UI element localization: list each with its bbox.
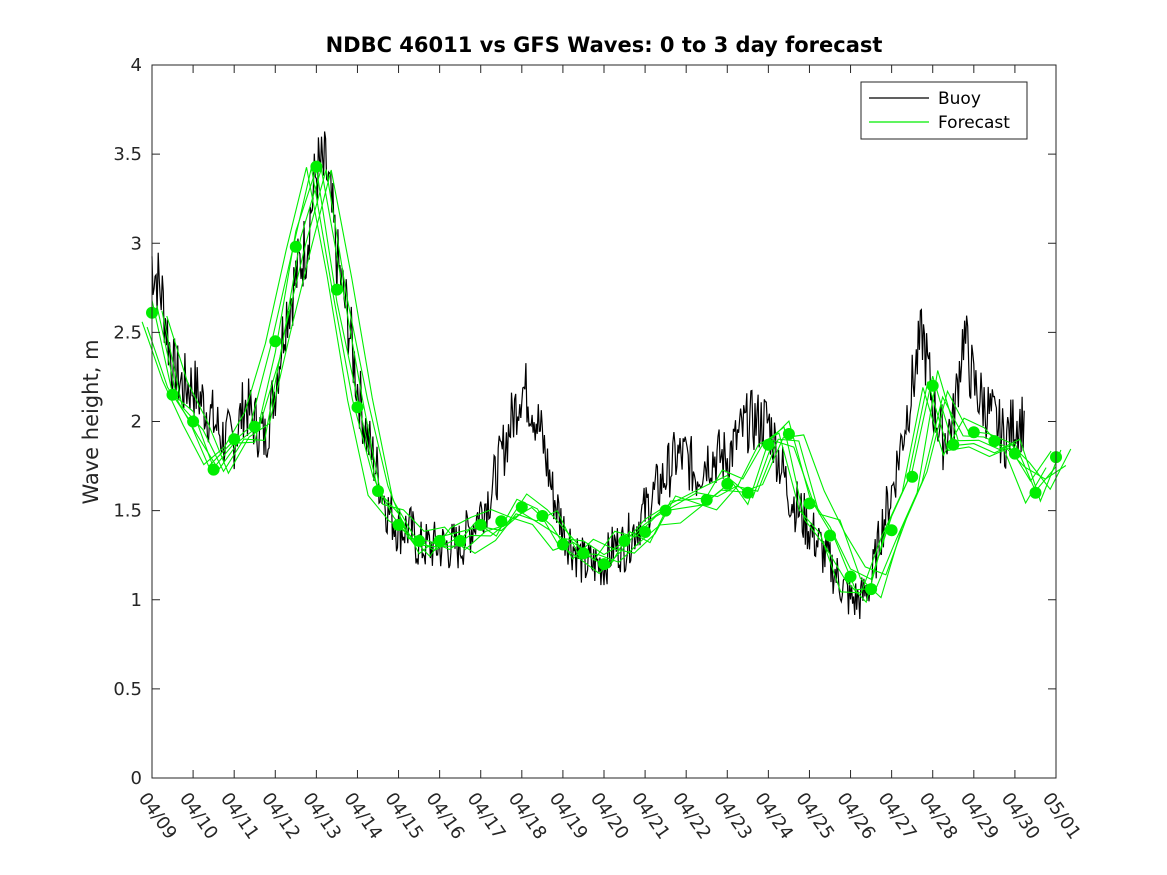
forecast-point — [844, 570, 857, 583]
forecast-point — [330, 283, 343, 296]
legend: Buoy Forecast — [860, 81, 1028, 140]
x-tick-label: 04/16 — [422, 789, 469, 844]
forecast-point — [1029, 486, 1042, 499]
x-tick-label: 05/01 — [1038, 789, 1085, 844]
forecast-ensemble-line — [146, 167, 1052, 604]
x-tick-label: 04/10 — [175, 789, 222, 844]
forecast-point — [495, 515, 508, 528]
x-tick-label: 04/25 — [791, 789, 838, 844]
x-tick-label: 04/12 — [257, 789, 304, 844]
plot-area — [141, 131, 1072, 620]
y-tick-label: 0.5 — [113, 679, 142, 700]
y-tick-label: 1 — [131, 590, 142, 611]
forecast-point — [228, 433, 241, 446]
forecast-ensemble-line — [166, 169, 1072, 576]
y-tick-label: 2 — [131, 412, 142, 433]
x-tick-label: 04/29 — [956, 789, 1003, 844]
legend-box — [860, 81, 1028, 140]
x-tick-label: 04/11 — [216, 789, 263, 844]
x-tick-label: 04/28 — [915, 789, 962, 844]
chart-title: NDBC 46011 vs GFS Waves: 0 to 3 day fore… — [326, 33, 883, 57]
forecast-point — [310, 160, 323, 173]
y-tick-label: 0 — [131, 768, 142, 789]
forecast-point — [556, 538, 569, 551]
forecast-point — [1008, 447, 1021, 460]
x-tick-label: 04/24 — [750, 789, 797, 844]
forecast-point — [289, 240, 302, 253]
x-tick-label: 04/13 — [298, 789, 345, 844]
x-tick-label: 04/26 — [832, 789, 879, 844]
forecast-point — [803, 497, 816, 510]
x-tick-label: 04/22 — [668, 789, 715, 844]
forecast-point — [454, 534, 467, 547]
forecast-point — [988, 435, 1001, 448]
forecast-point — [618, 534, 631, 547]
axes-box — [151, 64, 1057, 779]
x-tick-label: 04/20 — [586, 789, 633, 844]
forecast-point — [865, 583, 878, 596]
forecast-point — [577, 547, 590, 560]
x-tick-label: 04/09 — [134, 789, 181, 844]
legend-label: Buoy — [938, 89, 981, 109]
x-tick-label: 04/23 — [709, 789, 756, 844]
x-tick-label: 04/27 — [874, 789, 921, 844]
forecast-point — [433, 534, 446, 547]
forecast-point — [413, 534, 426, 547]
forecast-point — [906, 470, 919, 483]
forecast-point — [947, 438, 960, 451]
forecast-point — [598, 558, 610, 571]
forecast-point — [762, 438, 775, 451]
forecast-point — [639, 526, 652, 538]
x-tick-label: 04/15 — [380, 789, 427, 844]
x-tick-label: 04/17 — [463, 789, 510, 844]
forecast-point — [536, 510, 549, 522]
forecast-point — [351, 401, 364, 414]
forecast-point — [885, 524, 898, 537]
forecast-point — [967, 426, 980, 439]
y-axis-label: Wave height, m — [79, 339, 103, 504]
forecast-point — [782, 428, 795, 440]
x-tick-label: 04/14 — [339, 789, 386, 844]
forecast-point — [372, 485, 384, 497]
forecast-point — [269, 335, 282, 348]
legend-label: Forecast — [938, 113, 1010, 133]
forecast-point — [474, 518, 487, 531]
x-tick-label: 04/21 — [627, 789, 674, 844]
forecast-point — [659, 504, 672, 517]
y-tick-label: 3.5 — [113, 144, 142, 165]
forecast-point — [207, 463, 220, 476]
y-tick-label: 3 — [131, 233, 142, 254]
y-tick-label: 2.5 — [113, 322, 142, 343]
forecast-point — [166, 388, 179, 401]
y-tick-label: 4 — [131, 55, 142, 76]
forecast-point — [824, 529, 836, 542]
forecast-point — [248, 420, 261, 433]
forecast-ensemble-line — [151, 168, 1057, 580]
forecast-point — [721, 477, 734, 490]
y-tick-label: 1.5 — [113, 501, 142, 522]
forecast-point — [392, 518, 405, 531]
forecast-point — [926, 379, 939, 392]
forecast-point — [187, 415, 200, 428]
forecast-point — [515, 501, 528, 514]
forecast-point — [700, 493, 713, 506]
x-tick-label: 04/19 — [545, 789, 592, 844]
x-tick-label: 04/18 — [504, 789, 551, 844]
x-tick-label: 04/30 — [997, 789, 1044, 844]
forecast-point — [741, 486, 754, 499]
